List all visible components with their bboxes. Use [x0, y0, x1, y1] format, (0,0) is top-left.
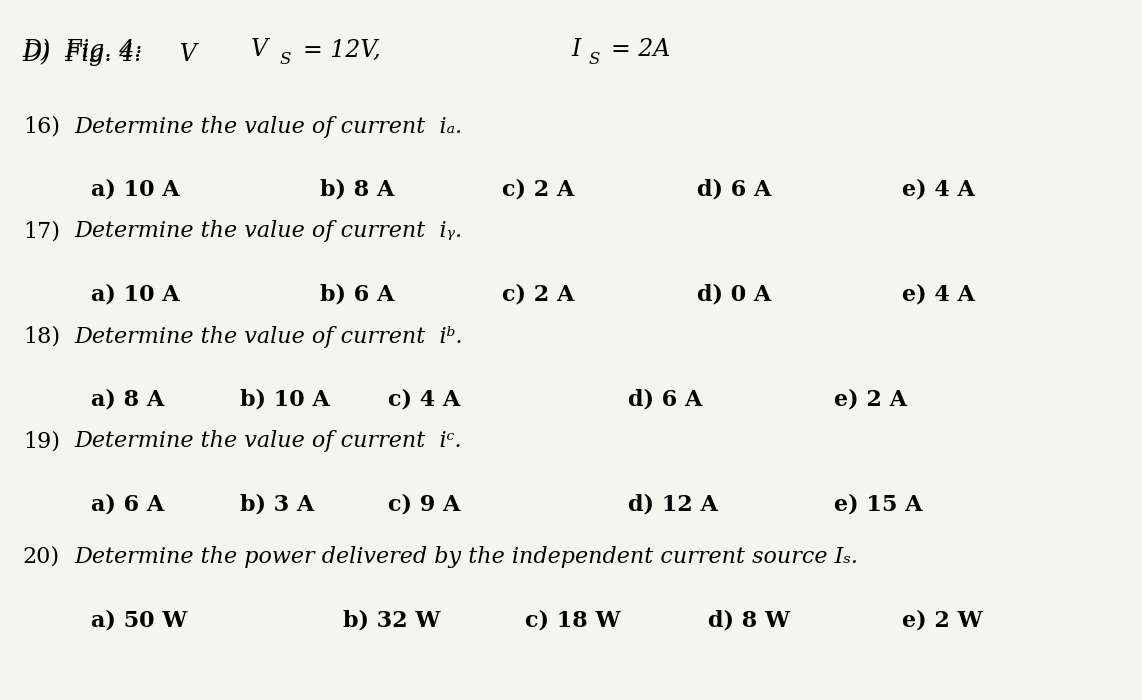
Text: a) 50 W: a) 50 W	[91, 609, 187, 631]
Text: a) 6 A: a) 6 A	[91, 494, 164, 515]
Text: 17): 17)	[23, 220, 59, 242]
Text: b) 3 A: b) 3 A	[240, 494, 314, 515]
Text: d) 6 A: d) 6 A	[697, 178, 771, 200]
Text: c) 9 A: c) 9 A	[388, 494, 460, 515]
Text: Determine the value of current  iᶜ.: Determine the value of current iᶜ.	[74, 430, 461, 452]
Text: c) 2 A: c) 2 A	[502, 178, 574, 200]
Text: D)  Fig. 4:     V: D) Fig. 4: V	[23, 42, 198, 66]
Text: S: S	[280, 51, 291, 68]
Text: = 12V,: = 12V,	[303, 38, 380, 62]
Text: e) 2 W: e) 2 W	[902, 609, 983, 631]
Text: b) 6 A: b) 6 A	[320, 284, 394, 305]
Text: = 2A: = 2A	[611, 38, 670, 62]
Text: S: S	[588, 51, 600, 68]
Text: e) 4 A: e) 4 A	[902, 178, 975, 200]
Text: d) 6 A: d) 6 A	[628, 389, 702, 410]
Text: V: V	[251, 38, 268, 62]
Text: e) 4 A: e) 4 A	[902, 284, 975, 305]
Text: a) 8 A: a) 8 A	[91, 389, 164, 410]
Text: d) 0 A: d) 0 A	[697, 284, 771, 305]
Text: b) 10 A: b) 10 A	[240, 389, 330, 410]
Text: b) 8 A: b) 8 A	[320, 178, 394, 200]
Text: d) 8 W: d) 8 W	[708, 609, 790, 631]
Text: b) 32 W: b) 32 W	[343, 609, 440, 631]
Text: Determine the power delivered by the independent current source Iₛ.: Determine the power delivered by the ind…	[74, 546, 859, 568]
Text: 19): 19)	[23, 430, 59, 452]
Text: a) 10 A: a) 10 A	[91, 284, 180, 305]
Text: e) 15 A: e) 15 A	[834, 494, 922, 515]
Text: Determine the value of current  iᵇ.: Determine the value of current iᵇ.	[74, 326, 463, 347]
Text: 20): 20)	[23, 546, 61, 568]
Text: 18): 18)	[23, 326, 61, 347]
Text: c) 2 A: c) 2 A	[502, 284, 574, 305]
Text: c) 18 W: c) 18 W	[525, 609, 621, 631]
Text: I: I	[571, 38, 580, 62]
Text: d) 12 A: d) 12 A	[628, 494, 718, 515]
Text: Determine the value of current  iₐ.: Determine the value of current iₐ.	[74, 116, 463, 137]
Text: 16): 16)	[23, 116, 59, 137]
Text: Determine the value of current  iᵧ.: Determine the value of current iᵧ.	[74, 220, 463, 242]
Text: e) 2 A: e) 2 A	[834, 389, 907, 410]
Text: D)  Fig. 4:: D) Fig. 4:	[23, 38, 143, 62]
Text: c) 4 A: c) 4 A	[388, 389, 460, 410]
Text: a) 10 A: a) 10 A	[91, 178, 180, 200]
